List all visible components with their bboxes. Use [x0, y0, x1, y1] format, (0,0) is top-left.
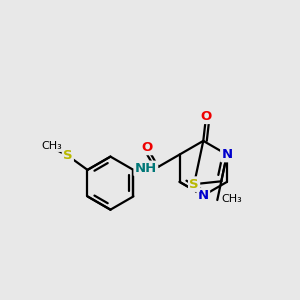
Text: CH₃: CH₃	[221, 194, 242, 204]
Text: NH: NH	[135, 162, 157, 175]
Text: S: S	[189, 178, 199, 191]
Text: O: O	[142, 141, 153, 154]
Text: O: O	[200, 110, 212, 123]
Text: S: S	[63, 149, 73, 162]
Text: CH₃: CH₃	[41, 141, 62, 151]
Text: N: N	[198, 189, 209, 202]
Text: N: N	[221, 148, 233, 161]
